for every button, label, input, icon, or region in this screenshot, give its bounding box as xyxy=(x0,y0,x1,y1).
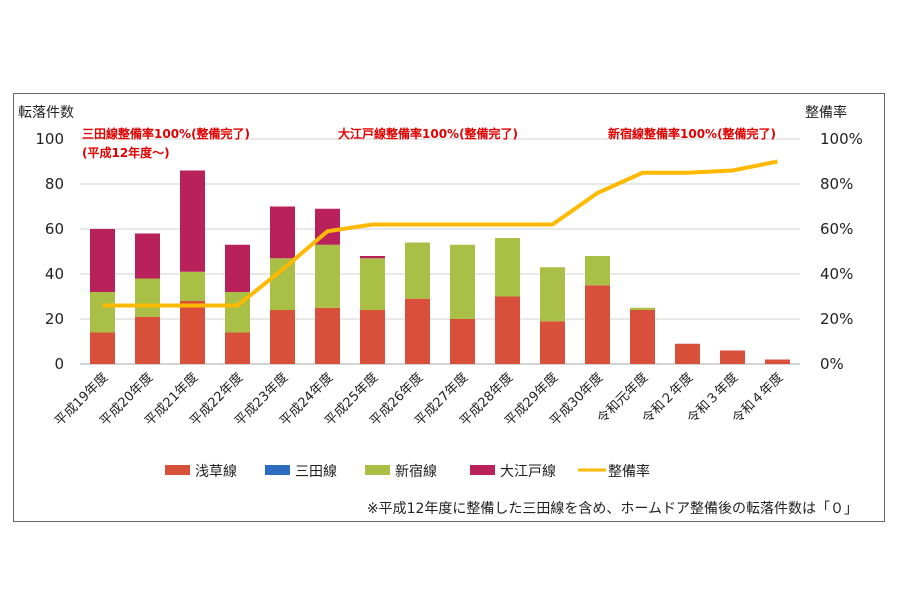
bar-浅草線 xyxy=(90,332,115,364)
annotation-oedo: 大江戸線整備率100%(整備完了) xyxy=(338,126,518,141)
bar-浅草線 xyxy=(135,316,160,364)
bar-新宿線 xyxy=(450,244,475,319)
bar-浅草線 xyxy=(225,332,250,364)
bar-新宿線 xyxy=(135,278,160,317)
legend-label: 整備率 xyxy=(608,463,650,480)
bar-新宿線 xyxy=(630,307,655,310)
legend-label: 浅草線 xyxy=(195,464,237,480)
bar-浅草線 xyxy=(450,319,475,364)
bar-新宿線 xyxy=(585,256,610,286)
y-tick-label: 100 xyxy=(35,130,64,148)
bar-浅草線 xyxy=(270,310,295,364)
y2-tick-label: 60% xyxy=(820,220,853,238)
bar-新宿線 xyxy=(315,244,340,308)
bar-新宿線 xyxy=(360,258,385,310)
bar-新宿線 xyxy=(270,258,295,310)
bar-浅草線 xyxy=(585,285,610,364)
y-axis-label: 転落件数 xyxy=(18,105,74,121)
y-tick-label: 0 xyxy=(54,355,64,373)
line-整備率 xyxy=(102,159,778,308)
chart-frame xyxy=(13,93,885,522)
bar-大江戸線 xyxy=(225,244,250,292)
bar-浅草線 xyxy=(360,310,385,364)
bar-浅草線 xyxy=(540,321,565,364)
bar-浅草線 xyxy=(675,343,700,364)
legend-swatch-大江戸線 xyxy=(470,465,495,475)
y-tick-label: 20 xyxy=(45,310,64,328)
bar-大江戸線 xyxy=(360,256,385,259)
bar-浅草線 xyxy=(630,310,655,364)
bar-新宿線 xyxy=(495,238,520,297)
y-tick-label: 60 xyxy=(45,220,64,238)
bar-浅草線 xyxy=(495,296,520,364)
bar-大江戸線 xyxy=(135,233,160,279)
annotation-mita-since: (平成12年度～) xyxy=(82,145,170,160)
y-tick-label: 80 xyxy=(45,175,64,193)
legend-swatch-三田線 xyxy=(265,465,290,475)
bar-大江戸線 xyxy=(270,206,295,259)
annotation-shinjuku: 新宿線整備率100%(整備完了) xyxy=(608,126,776,141)
bar-浅草線 xyxy=(315,307,340,364)
bar-大江戸線 xyxy=(90,229,115,292)
footnote: ※平成12年度に整備した三田線を含め、ホームドア整備後の転落件数は「０」 xyxy=(367,501,858,517)
y2-tick-label: 40% xyxy=(820,265,853,283)
legend-swatch-新宿線 xyxy=(365,465,390,475)
y2-tick-label: 20% xyxy=(820,310,853,328)
bar-浅草線 xyxy=(180,301,205,364)
legend-swatch-浅草線 xyxy=(165,465,190,475)
bar-新宿線 xyxy=(90,292,115,333)
y2-tick-label: 80% xyxy=(820,175,853,193)
bar-新宿線 xyxy=(405,242,430,299)
y-tick-label: 40 xyxy=(45,265,64,283)
bar-浅草線 xyxy=(405,298,430,364)
bar-浅草線 xyxy=(765,359,790,364)
bar-新宿線 xyxy=(540,267,565,322)
y2-tick-label: 0% xyxy=(820,355,844,373)
legend-label: 三田線 xyxy=(295,464,337,480)
bar-浅草線 xyxy=(720,350,745,364)
bar-大江戸線 xyxy=(180,170,205,272)
annotation-mita: 三田線整備率100%(整備完了) xyxy=(82,126,250,141)
legend-label: 大江戸線 xyxy=(500,464,556,480)
bar-新宿線 xyxy=(180,271,205,301)
y2-tick-label: 100% xyxy=(820,130,863,148)
legend-label: 新宿線 xyxy=(395,463,437,480)
y2-axis-label: 整備率 xyxy=(805,104,847,121)
